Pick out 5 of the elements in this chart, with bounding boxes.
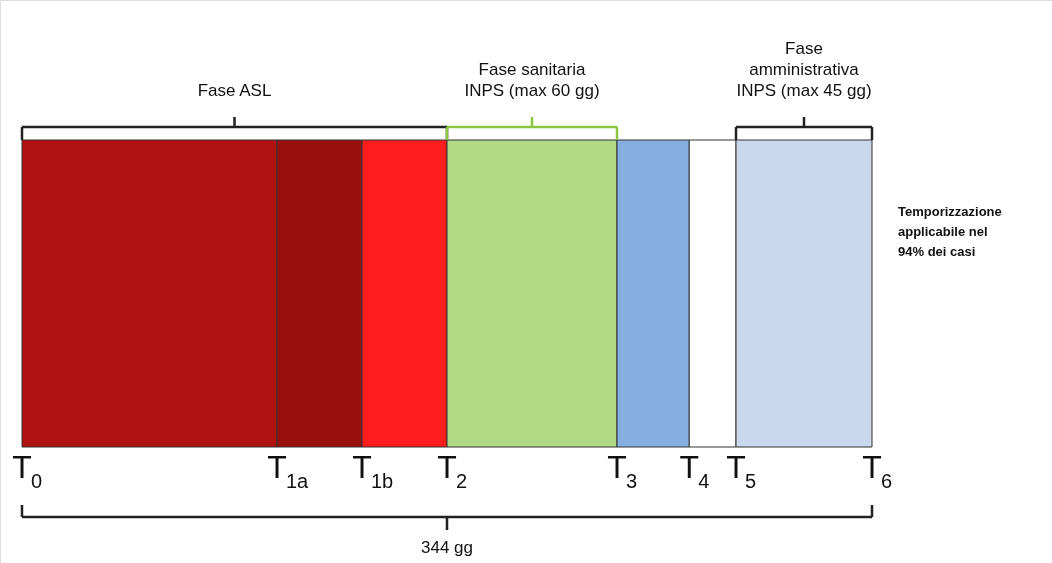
text: Temporizzazione applicabile nel 94% dei casi — [898, 204, 1002, 259]
text: Fase ASL — [197, 81, 272, 100]
text: 344 gg — [421, 538, 473, 557]
text: Fase amministrativa INPS (max 45 gg) — [736, 39, 872, 100]
text: Fase sanitaria INPS (max 60 gg) — [464, 60, 600, 100]
